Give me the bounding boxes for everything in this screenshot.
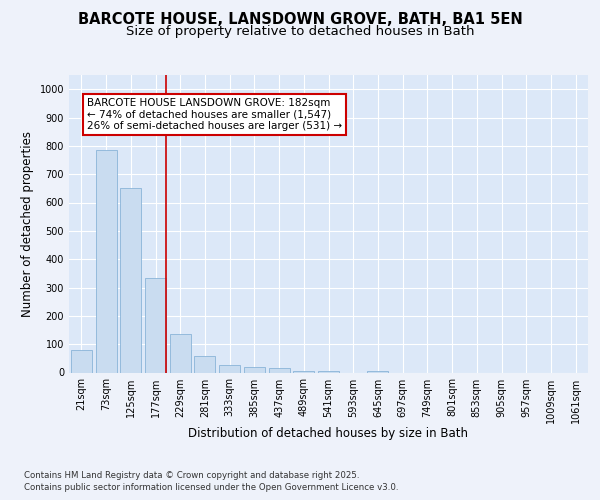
- Bar: [293, 371, 314, 372]
- Text: BARCOTE HOUSE LANSDOWN GROVE: 182sqm
← 74% of detached houses are smaller (1,547: BARCOTE HOUSE LANSDOWN GROVE: 182sqm ← 7…: [87, 98, 342, 131]
- Bar: [120, 188, 141, 372]
- Y-axis label: Number of detached properties: Number of detached properties: [21, 130, 34, 317]
- Text: BARCOTE HOUSE, LANSDOWN GROVE, BATH, BA1 5EN: BARCOTE HOUSE, LANSDOWN GROVE, BATH, BA1…: [77, 12, 523, 28]
- Bar: [145, 278, 166, 372]
- Text: Contains HM Land Registry data © Crown copyright and database right 2025.: Contains HM Land Registry data © Crown c…: [24, 471, 359, 480]
- Bar: [318, 371, 339, 372]
- Bar: [95, 150, 116, 372]
- Text: Size of property relative to detached houses in Bath: Size of property relative to detached ho…: [126, 25, 474, 38]
- Bar: [269, 368, 290, 372]
- Bar: [170, 334, 191, 372]
- Bar: [244, 367, 265, 372]
- Text: Contains public sector information licensed under the Open Government Licence v3: Contains public sector information licen…: [24, 482, 398, 492]
- Bar: [367, 371, 388, 372]
- X-axis label: Distribution of detached houses by size in Bath: Distribution of detached houses by size …: [188, 427, 469, 440]
- Bar: [194, 356, 215, 372]
- Bar: [219, 366, 240, 372]
- Bar: [71, 350, 92, 372]
